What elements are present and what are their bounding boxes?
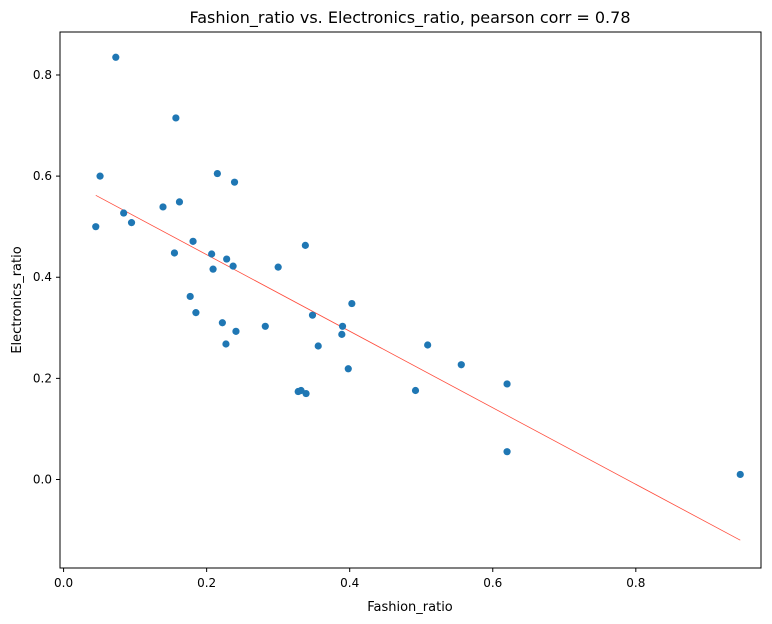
data-point-30	[314, 342, 322, 350]
data-point-21	[192, 309, 200, 317]
data-point-4	[213, 169, 221, 178]
data-point-10	[92, 223, 100, 231]
data-point-33	[503, 380, 511, 388]
data-point-34	[411, 386, 420, 395]
x-tick-label: 0.6	[483, 576, 502, 590]
data-point-31	[457, 361, 465, 369]
data-point-16	[229, 262, 237, 270]
y-tick-label: 0.6	[33, 169, 52, 183]
chart-title: Fashion_ratio vs. Electronics_ratio, pea…	[189, 8, 630, 28]
data-point-5	[230, 178, 239, 186]
data-point-9	[127, 219, 136, 227]
data-point-11	[189, 237, 197, 245]
data-point-25	[338, 322, 347, 330]
data-point-15	[223, 255, 231, 263]
y-tick-label: 0.4	[33, 270, 52, 284]
data-point-29	[424, 341, 432, 349]
y-tick-label: 0.2	[33, 371, 52, 385]
data-point-38	[503, 448, 511, 456]
data-point-1	[112, 53, 120, 61]
y-tick-label: 0.8	[33, 68, 52, 82]
x-tick-label: 0.0	[54, 576, 73, 590]
plot-frame	[59, 31, 762, 569]
data-point-2	[172, 114, 180, 122]
data-point-18	[209, 265, 217, 273]
data-point-24	[261, 322, 269, 330]
data-point-39	[736, 470, 744, 479]
x-axis-label: Fashion_ratio	[367, 600, 453, 615]
data-point-22	[308, 311, 317, 319]
plot-area	[92, 53, 744, 541]
x-axis: 0.0 0.2 0.4 0.6 0.8	[54, 568, 645, 590]
data-point-14	[208, 250, 216, 258]
y-axis: 0.0 0.2 0.4 0.6 0.8	[33, 68, 60, 487]
data-point-37	[302, 389, 310, 398]
data-point-13	[170, 249, 179, 257]
data-point-12	[301, 241, 309, 249]
data-point-3	[96, 172, 104, 180]
x-tick-label: 0.4	[340, 576, 359, 590]
x-tick-label: 0.8	[626, 576, 645, 590]
x-tick-label: 0.2	[197, 576, 216, 590]
data-point-27	[338, 330, 346, 338]
data-point-19	[186, 292, 194, 301]
data-point-26	[232, 327, 240, 335]
y-tick-label: 0.0	[33, 473, 52, 487]
data-point-7	[159, 203, 167, 211]
data-point-32	[344, 365, 352, 373]
data-point-17	[274, 263, 282, 271]
data-point-20	[348, 299, 356, 308]
data-point-8	[120, 209, 128, 217]
y-axis-label: Electronics_ratio	[10, 246, 25, 353]
data-point-6	[175, 198, 184, 206]
trend-line	[95, 194, 741, 541]
data-point-23	[218, 319, 226, 327]
data-point-28	[222, 340, 230, 348]
